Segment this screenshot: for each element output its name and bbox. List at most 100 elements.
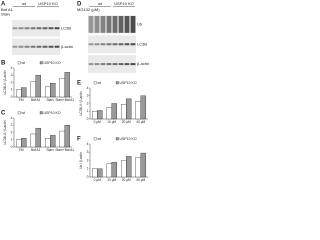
bar bbox=[44, 86, 51, 98]
bar bbox=[21, 87, 27, 98]
row-label: Starv bbox=[1, 12, 10, 17]
panel-label: E bbox=[77, 81, 81, 87]
x-tick-label: Baf A1 bbox=[31, 148, 41, 152]
y-tick-label: 4 bbox=[11, 66, 13, 70]
y-tick-label: 4 bbox=[87, 86, 89, 90]
blot-band bbox=[124, 43, 130, 46]
y-axis-label: LC3B-II / β-actin bbox=[3, 70, 7, 94]
bar bbox=[35, 127, 41, 148]
legend-label: wt bbox=[98, 137, 102, 141]
bar bbox=[44, 138, 51, 148]
bar bbox=[64, 72, 70, 98]
bar bbox=[50, 135, 56, 148]
bar bbox=[106, 107, 112, 120]
y-tick-label: 2 bbox=[87, 158, 89, 162]
blot-band bbox=[88, 16, 94, 33]
band-label: β-actin bbox=[137, 61, 149, 66]
bar bbox=[35, 75, 41, 98]
blot-band bbox=[30, 27, 36, 30]
legend-label: wt bbox=[22, 111, 26, 115]
y-tick-label: 1 bbox=[11, 88, 13, 92]
blot-band bbox=[48, 27, 54, 30]
group-label: wt bbox=[98, 1, 103, 6]
bar bbox=[30, 81, 36, 98]
x-tick-label: 0 μM bbox=[94, 120, 101, 124]
bar bbox=[97, 110, 103, 120]
bar bbox=[59, 130, 65, 148]
blot-band bbox=[106, 43, 112, 46]
y-axis-label: Ub / β-actin bbox=[79, 152, 83, 169]
blot-membrane bbox=[12, 38, 60, 55]
y-tick-label: 3 bbox=[11, 73, 13, 77]
legend-swatch bbox=[39, 111, 43, 115]
x-tick-label: Starv+Baf A1 bbox=[55, 98, 74, 102]
bar bbox=[30, 133, 36, 148]
blot-band bbox=[94, 16, 100, 33]
legend-swatch bbox=[17, 111, 21, 115]
blot-band bbox=[130, 63, 136, 66]
row-label: Baf A1 bbox=[1, 7, 14, 12]
group-label: USP10 KO bbox=[38, 1, 58, 6]
blot-band bbox=[48, 45, 54, 48]
y-axis-label: LC3B-II / β-actin bbox=[79, 91, 83, 115]
blot-band bbox=[42, 45, 48, 48]
legend-label: USP10 KO bbox=[44, 61, 61, 65]
blot-band bbox=[54, 45, 60, 48]
bar bbox=[106, 163, 112, 178]
bar bbox=[126, 98, 132, 120]
y-tick-label: 3 bbox=[87, 150, 89, 154]
legend-label: USP10 KO bbox=[120, 81, 137, 85]
bar bbox=[135, 157, 141, 178]
blot-band bbox=[112, 16, 118, 33]
x-tick-label: 10 μM bbox=[107, 178, 116, 182]
x-tick-label: FM bbox=[19, 148, 24, 152]
blot-band bbox=[54, 27, 60, 30]
blot-membrane bbox=[88, 35, 136, 54]
x-tick-label: 20 μM bbox=[122, 178, 131, 182]
y-tick-label: 4 bbox=[87, 142, 89, 146]
blot-band bbox=[18, 27, 24, 30]
bar bbox=[64, 125, 70, 148]
page: {"blots":[ {"panel":"A","groups":["wt","… bbox=[1, 1, 150, 182]
legend-swatch bbox=[93, 81, 97, 85]
blot-membrane bbox=[12, 20, 60, 37]
blot-band bbox=[106, 63, 112, 66]
bar bbox=[126, 156, 132, 178]
band-label: LC3B bbox=[61, 25, 71, 30]
bar bbox=[15, 89, 22, 98]
bar bbox=[135, 101, 141, 120]
blot-band bbox=[30, 45, 36, 48]
blot-band bbox=[100, 43, 106, 46]
legend-swatch bbox=[115, 81, 119, 85]
blot-band bbox=[88, 63, 94, 66]
bar bbox=[121, 160, 127, 178]
panel-label: B bbox=[1, 61, 6, 67]
blot-band bbox=[118, 63, 124, 66]
bar bbox=[97, 168, 103, 178]
panel-label: F bbox=[77, 137, 81, 143]
y-tick-label: 0 bbox=[11, 95, 13, 99]
blot-band bbox=[18, 45, 24, 48]
bar bbox=[111, 161, 117, 178]
y-tick-label: 2 bbox=[11, 130, 13, 134]
group-label: wt bbox=[22, 1, 27, 6]
y-tick-label: 0 bbox=[11, 145, 13, 149]
x-tick-label: FM bbox=[19, 98, 24, 102]
y-tick-label: 0 bbox=[87, 175, 89, 179]
x-tick-label: 0 μM bbox=[94, 178, 101, 182]
y-tick-label: 1 bbox=[87, 167, 89, 171]
blot-band bbox=[24, 27, 30, 30]
x-tick-label: Starv bbox=[47, 148, 55, 152]
y-tick-label: 0 bbox=[87, 117, 89, 121]
y-tick-label: 3 bbox=[11, 123, 13, 127]
group-label: USP10 KO bbox=[114, 1, 134, 6]
bar bbox=[140, 95, 146, 120]
blot-band bbox=[42, 27, 48, 30]
blot-band bbox=[112, 63, 118, 66]
legend-label: USP10 KO bbox=[120, 137, 137, 141]
blot-band bbox=[118, 16, 124, 33]
blot-band bbox=[124, 16, 130, 33]
band-label: Ub bbox=[137, 21, 143, 26]
band-label: LC3B bbox=[137, 41, 147, 46]
y-tick-label: 2 bbox=[11, 80, 13, 84]
